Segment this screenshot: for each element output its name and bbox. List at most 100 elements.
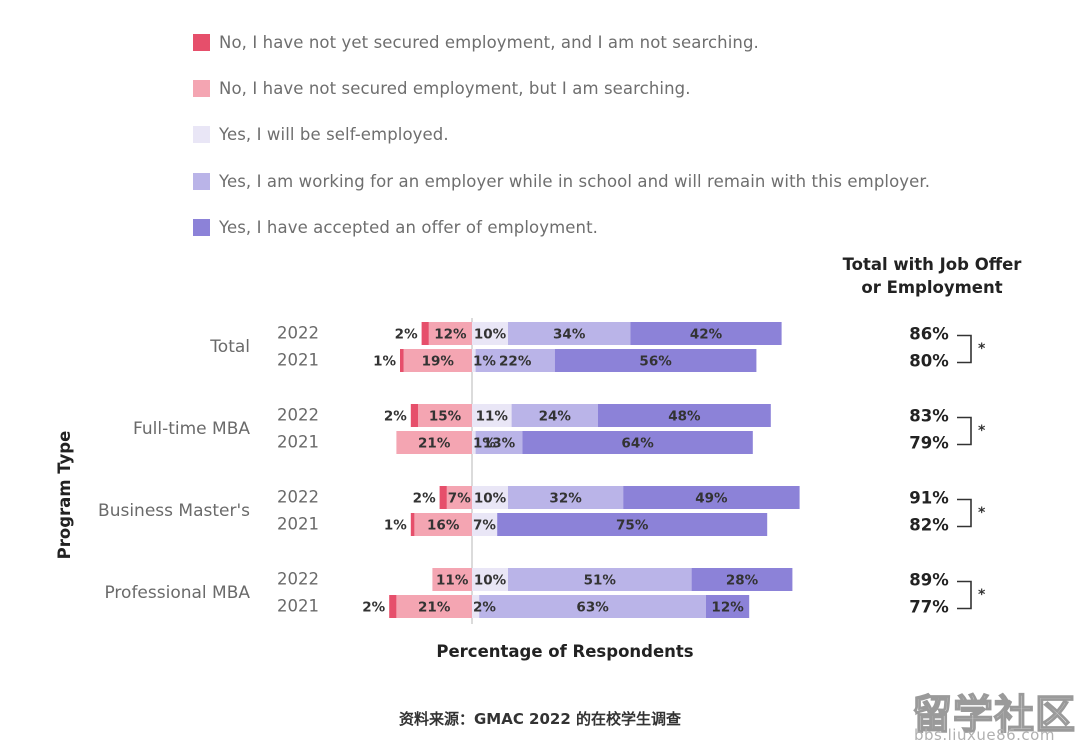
bar-segment xyxy=(472,431,476,454)
bar-segment xyxy=(472,568,508,591)
year-label: 2021 xyxy=(277,597,319,616)
source-note: 资料来源：GMAC 2022 的在校学生调查 xyxy=(398,710,682,728)
bar-segment xyxy=(446,486,472,509)
data-label: 24% xyxy=(539,409,572,425)
data-label: 2% xyxy=(362,600,385,616)
bar-segment xyxy=(706,595,750,618)
data-label: 11% xyxy=(476,409,509,425)
data-label: 2% xyxy=(473,600,496,616)
bar-segment xyxy=(421,322,429,345)
bar-segment xyxy=(623,486,800,509)
legend-item: Yes, I will be self-employed. xyxy=(193,124,449,144)
bar-segment xyxy=(479,595,706,618)
significance-bracket xyxy=(957,334,972,364)
legend-label: Yes, I will be self-employed. xyxy=(219,124,449,144)
bar-segment xyxy=(475,431,523,454)
bar-segment xyxy=(472,513,498,536)
legend-item: No, I have not secured employment, but I… xyxy=(193,78,691,98)
bar-segment xyxy=(396,595,472,618)
bar-segment xyxy=(410,404,418,427)
data-label: 51% xyxy=(584,573,617,589)
significance-bracket xyxy=(957,416,972,446)
total-header-line-1: Total with Job Offer xyxy=(842,255,1022,274)
data-label: 75% xyxy=(616,518,649,534)
significance-bracket xyxy=(957,580,972,610)
bar-segment xyxy=(389,595,397,618)
x-axis-title: Percentage of Respondents xyxy=(436,642,694,661)
bar-segment xyxy=(598,404,771,427)
bar-segment xyxy=(497,513,768,536)
data-label: 10% xyxy=(474,491,507,507)
bar-segment xyxy=(400,349,404,372)
bar-segment xyxy=(472,486,508,509)
legend-swatch xyxy=(193,125,210,143)
data-label: 1% xyxy=(473,354,496,370)
legend-label: Yes, I have accepted an offer of employm… xyxy=(219,217,598,237)
legend-item: Yes, I am working for an employer while … xyxy=(193,171,930,191)
data-label: 12% xyxy=(711,600,744,616)
watermark-logo: 留学社区 xyxy=(911,691,1076,739)
total-value: 79% xyxy=(909,434,949,453)
year-label: 2022 xyxy=(277,324,319,343)
total-value: 86% xyxy=(909,325,949,344)
bar-segment xyxy=(432,568,472,591)
significance-marker: * xyxy=(978,587,986,603)
bar-segment xyxy=(472,322,508,345)
data-label: 13% xyxy=(483,436,516,452)
data-label: 2% xyxy=(395,327,418,343)
data-label: 21% xyxy=(418,600,451,616)
bar-segment xyxy=(508,486,624,509)
bar-segment xyxy=(511,404,598,427)
bar-segment xyxy=(691,568,793,591)
data-label: 42% xyxy=(690,327,723,343)
bar-segment xyxy=(630,322,782,345)
total-value: 83% xyxy=(909,407,949,426)
data-label: 16% xyxy=(427,518,460,534)
data-label: 19% xyxy=(422,354,455,370)
significance-marker: * xyxy=(978,423,986,439)
legend-swatch xyxy=(193,33,210,51)
data-label: 7% xyxy=(448,491,471,507)
legend-label: No, I have not secured employment, but I… xyxy=(219,78,691,98)
data-label: 63% xyxy=(576,600,609,616)
data-label: 1% xyxy=(473,436,496,452)
bar-segment xyxy=(396,431,472,454)
legend-swatch xyxy=(193,218,210,236)
bar-segment xyxy=(475,349,555,372)
y-axis-title: Program Type xyxy=(55,431,74,560)
data-label: 28% xyxy=(726,573,759,589)
total-value: 91% xyxy=(909,489,949,508)
bar-segment xyxy=(414,513,472,536)
data-label: 32% xyxy=(549,491,582,507)
data-label: 7% xyxy=(473,518,496,534)
bar-segment xyxy=(439,486,447,509)
data-label: 10% xyxy=(474,327,507,343)
data-label: 15% xyxy=(429,409,462,425)
total-value: 77% xyxy=(909,598,949,617)
total-header-line-2: or Employment xyxy=(861,278,1003,297)
bar-segment xyxy=(508,568,692,591)
legend-swatch xyxy=(193,172,210,190)
data-label: 2% xyxy=(384,409,407,425)
data-label: 56% xyxy=(639,354,672,370)
bar-segment xyxy=(403,349,472,372)
data-label: 48% xyxy=(668,409,701,425)
significance-marker: * xyxy=(978,341,986,357)
group-label: Full-time MBA xyxy=(133,419,250,439)
significance-bracket xyxy=(957,498,972,528)
data-label: 12% xyxy=(434,327,467,343)
bar-segment xyxy=(554,349,757,372)
data-label: 64% xyxy=(621,436,654,452)
legend-item: No, I have not yet secured employment, a… xyxy=(193,32,759,52)
year-label: 2021 xyxy=(277,515,319,534)
year-label: 2021 xyxy=(277,351,319,370)
total-value: 82% xyxy=(909,516,949,535)
group-label: Total xyxy=(209,337,250,357)
data-label: 1% xyxy=(373,354,396,370)
bar-segment xyxy=(428,322,472,345)
group-label: Business Master's xyxy=(98,501,250,521)
bar-segment xyxy=(472,595,480,618)
legend-item: Yes, I have accepted an offer of employm… xyxy=(193,217,598,237)
total-header: Total with Job Offer or Employment xyxy=(832,253,1032,299)
